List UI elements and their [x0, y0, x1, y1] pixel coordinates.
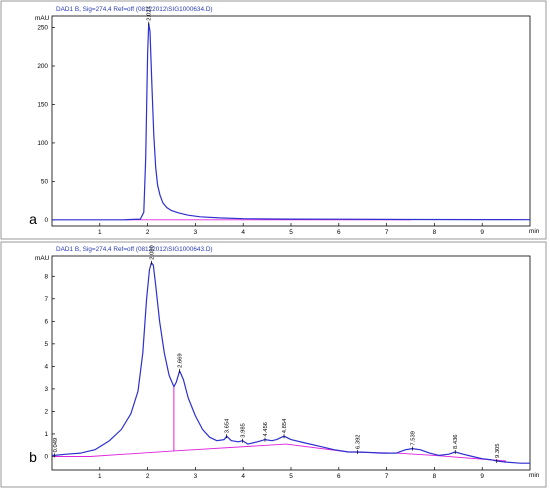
panel-a-x-tick-label: 4: [241, 229, 245, 236]
panel-b-x-tick-label: 8: [433, 473, 437, 480]
panel-a-x-tick-label: 3: [194, 229, 198, 236]
panel-b-peak-label: 4.854: [282, 418, 288, 433]
panel-a-x-tick-label: 1: [98, 229, 102, 236]
panel-b-peak-label: 4.456: [263, 422, 269, 437]
panel-a-y-tick-label: 250: [37, 25, 48, 32]
panel-a-x-tick-label: 5: [289, 229, 293, 236]
panel-b-peak-label: 3.985: [240, 423, 246, 438]
panel-b-header: DAD1 B, Sig=274,4 Ref=off (08122012\SIG1…: [56, 246, 213, 253]
panel-b-x-tick-label: 7: [385, 473, 389, 480]
panel-a-y-tick-label: 150: [37, 102, 48, 109]
panel-b-letter: b: [29, 449, 37, 465]
panel-a-header: DAD1 B, Sig=274,4 Ref=off (08122012\SIG1…: [56, 6, 213, 13]
panel-a-letter: a: [29, 211, 37, 227]
panel-b-x-tick-label: 4: [241, 473, 245, 480]
panel-a-x-tick-label: 6: [337, 229, 341, 236]
panel-b-peak-label: 2.669: [178, 353, 184, 368]
panel-b-x-unit: min: [529, 472, 540, 479]
panel-b-peak-label: 6.392: [356, 434, 362, 449]
panel-a-x-unit: min: [529, 228, 540, 235]
panel-b-integration-baseline: [54, 443, 507, 462]
panel-b-x-tick-label: 1: [98, 473, 102, 480]
panel-b-y-tick-label: 2: [44, 409, 48, 416]
panel-b-y-tick-label: 4: [44, 364, 48, 371]
panel-b-y-tick-label: 6: [44, 319, 48, 326]
panel-b-peak-label: 7.539: [410, 431, 416, 446]
panel-a-x-tick-label: 2: [146, 229, 150, 236]
panel-a-plot-area: [51, 15, 531, 227]
panel-b-y-tick-label: 7: [44, 296, 48, 303]
panel-b-x-tick-label: 2: [146, 473, 150, 480]
panel-b-plot-area: [51, 255, 531, 471]
panel-b-y-tick-label: 8: [44, 273, 48, 280]
panel-a-y-tick-label: 0: [44, 217, 48, 224]
panel-b-y-tick-label: 3: [44, 386, 48, 393]
panel-b-x-tick-label: 9: [480, 473, 484, 480]
panel-a-signal-trace: [52, 23, 531, 221]
panel-b-y-tick-label: 5: [44, 341, 48, 348]
panel-a-peak-label: 2.024: [147, 5, 153, 20]
panel-a-y-tick-label: 200: [37, 63, 48, 70]
panel-a-x-tick-label: 8: [433, 229, 437, 236]
panel-b-peak-label: 0.049: [53, 438, 59, 453]
panel-a-x-tick-label: 9: [480, 229, 484, 236]
panel-b-peak-label: 9.305: [495, 443, 501, 458]
panel-a-y-tick-label: 50: [41, 179, 49, 186]
panel-b-x-tick-label: 5: [289, 473, 293, 480]
panel-b-peak-label: 8.436: [453, 434, 459, 449]
panel-a-y-tick-label: 100: [37, 140, 48, 147]
panel-b-border: [0, 241, 547, 488]
panel-b-peak-label: 3.654: [225, 418, 231, 433]
panel-b-y-tick-label: 0: [44, 454, 48, 461]
panel-a-y-unit: mAU: [35, 15, 50, 22]
panel-b-y-unit: mAU: [35, 255, 50, 262]
panel-b-x-tick-label: 6: [337, 473, 341, 480]
panel-a-x-tick-label: 7: [385, 229, 389, 236]
panel-b-y-tick-label: 1: [44, 431, 48, 438]
panel-b-peak-label: 2.080: [149, 245, 155, 260]
panel-a-border: [0, 0, 547, 240]
panel-b-x-tick-label: 3: [194, 473, 198, 480]
